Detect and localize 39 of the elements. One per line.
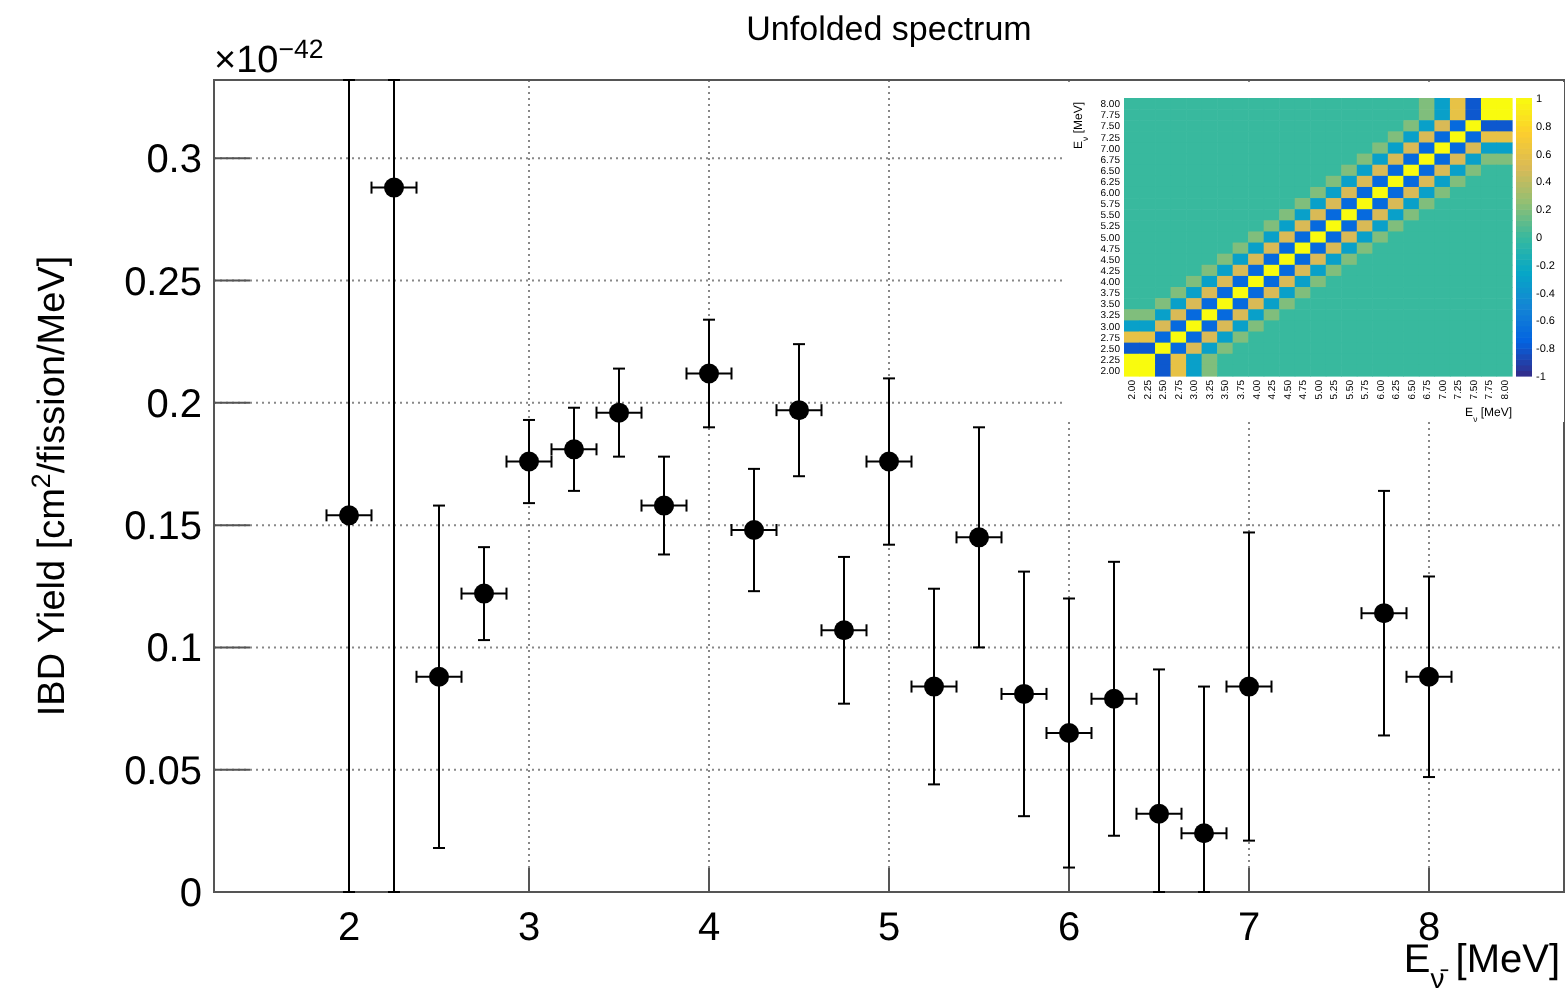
point — [969, 527, 989, 548]
point — [924, 676, 944, 697]
point — [519, 451, 539, 472]
point — [654, 495, 674, 516]
y-tick-label: 0.3 — [146, 138, 202, 183]
chart-title: Unfolded spectrum — [746, 10, 1032, 48]
y-tick-label: 0 — [179, 872, 202, 916]
point — [1419, 666, 1439, 687]
y-tick-label: 0.25 — [124, 260, 202, 305]
x-tick-label: 2 — [337, 906, 361, 950]
point — [1149, 803, 1169, 824]
point — [1059, 723, 1079, 744]
point — [1104, 688, 1124, 709]
point — [474, 583, 494, 604]
point — [879, 451, 899, 472]
y-tick-label: 0.05 — [124, 749, 202, 794]
x-axis-title: E$_{ν̄}$ [MeV] — [1403, 938, 1560, 994]
point — [1374, 603, 1394, 624]
point — [609, 402, 629, 423]
y-tick-label: 0.2 — [146, 382, 202, 427]
x-tick-label: 7 — [1237, 906, 1261, 950]
point — [1239, 676, 1259, 697]
point — [429, 666, 449, 687]
point — [384, 177, 404, 198]
point — [744, 520, 764, 541]
x-tick-label: 4 — [697, 906, 721, 950]
x-tick-label: 6 — [1057, 906, 1081, 950]
point — [564, 439, 584, 460]
point — [699, 363, 719, 384]
x-tick-label: 3 — [517, 906, 541, 950]
x-tick-label: 5 — [877, 906, 901, 950]
point — [1014, 683, 1034, 704]
point — [339, 505, 359, 526]
point — [834, 620, 854, 641]
y-tick-label: 0.1 — [146, 627, 202, 672]
y-tick-label: 0.15 — [124, 505, 202, 550]
point — [1194, 823, 1214, 844]
annotation: ×10$^{−42}$ — [214, 33, 324, 82]
point — [789, 400, 809, 421]
